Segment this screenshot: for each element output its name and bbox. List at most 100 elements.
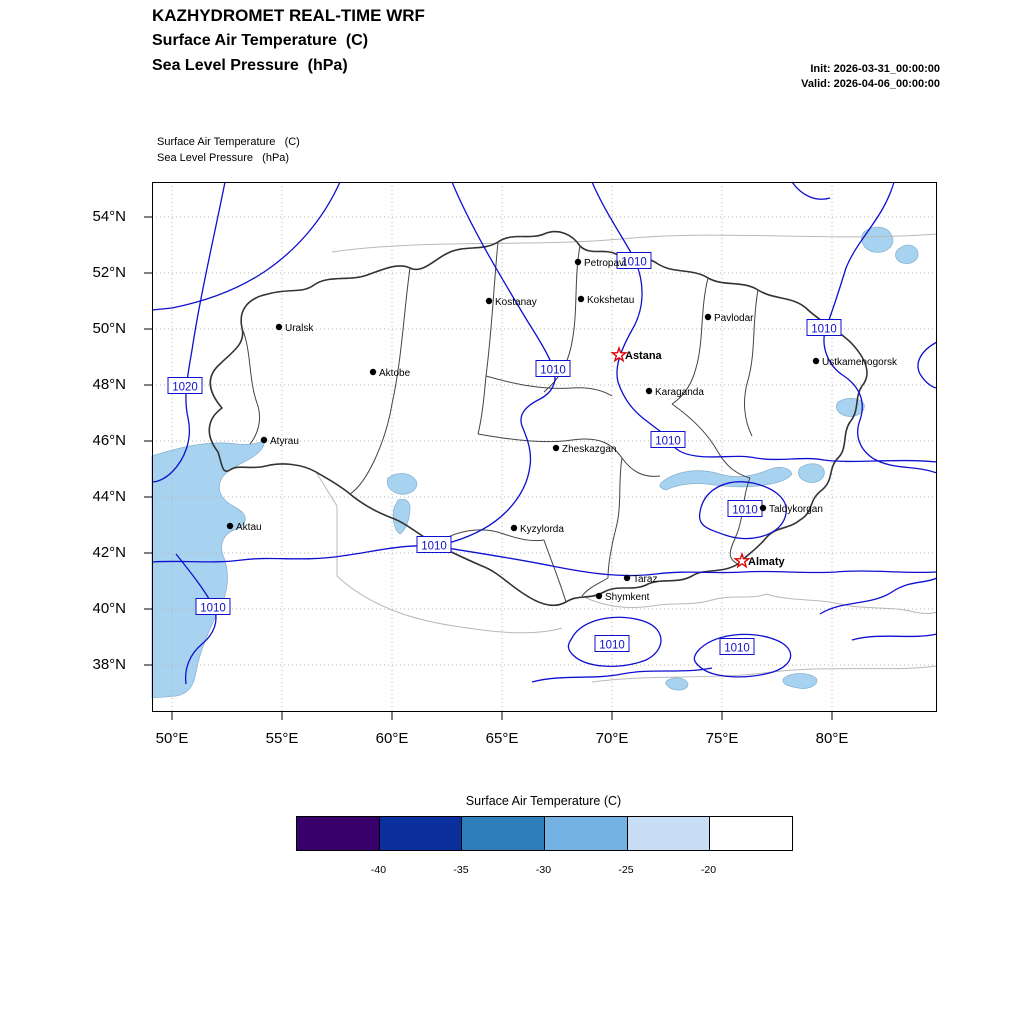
lake-south-small <box>665 677 689 691</box>
isobar-label-box <box>195 598 231 615</box>
init-time: Init: 2026-03-31_00:00:00 <box>810 63 940 75</box>
title-variable: Surface Air Temperature (C) <box>152 32 369 49</box>
region-border <box>543 539 567 603</box>
colorbar-tick-label: -25 <box>618 864 634 876</box>
x-axis-tick-label: 50°E <box>155 730 189 747</box>
isobar-label: 1010 <box>594 635 630 652</box>
isobar-label-box <box>616 252 652 269</box>
isobar-1010-loop <box>567 616 662 667</box>
colorbar-tick-label: -35 <box>453 864 469 876</box>
city-label: Petropavl <box>584 258 626 269</box>
isobar-1010 <box>433 545 938 577</box>
isobar-label-box <box>594 635 630 652</box>
isobar-label: 1010 <box>727 500 763 517</box>
lake-northeast-1 <box>861 226 894 253</box>
city-uralsk: Uralsk <box>275 323 314 334</box>
city-astana: Astana <box>610 345 663 363</box>
city-dot-icon <box>260 436 268 444</box>
lake-balkhash <box>659 467 793 491</box>
colorbar-segment <box>462 817 546 850</box>
kazakhstan-border <box>208 230 868 607</box>
region-border <box>581 577 609 597</box>
isobar-1010 <box>591 181 938 463</box>
isobar-label-text: 1010 <box>811 324 837 336</box>
region-border <box>477 433 661 477</box>
isobar <box>851 633 938 641</box>
city-dot-icon <box>812 357 820 365</box>
region-border <box>543 245 581 393</box>
isobar-label-text: 1010 <box>724 643 750 655</box>
colorbar <box>296 816 793 851</box>
x-axis-tick-label: 55°E <box>265 730 299 747</box>
isobar-label-text: 1010 <box>540 365 566 377</box>
city-petropavl: Petropavl <box>574 258 626 269</box>
city-label: Aktobe <box>379 368 411 379</box>
region-border <box>477 241 499 435</box>
city-dot-icon <box>552 444 560 452</box>
city-dot-icon <box>574 258 582 266</box>
region-borders <box>241 241 759 603</box>
region-border <box>671 277 709 405</box>
x-axis-tick-label: 65°E <box>485 730 519 747</box>
colorbar-segment <box>545 817 628 850</box>
isobar <box>791 181 831 200</box>
plot-frame <box>152 182 937 712</box>
city-label: Taldykorgan <box>769 504 823 515</box>
border-russia-gray <box>331 233 938 253</box>
caspian-sea <box>151 439 265 699</box>
colorbar-segment <box>710 817 793 850</box>
isobar-labels: 1010 1010 1010 1010 1010 1010 1010 1010 1010 1020 <box>167 252 842 655</box>
isobar-label-box <box>806 319 842 336</box>
city-dot-icon <box>275 323 283 331</box>
city-dot-icon <box>577 295 585 303</box>
city-shymkent: Shymkent <box>595 592 650 603</box>
city-label: Atyrau <box>270 436 299 447</box>
colorbar-segment <box>627 817 711 850</box>
region-border <box>435 529 545 545</box>
city-label: Astana <box>625 350 663 362</box>
city-dot-icon <box>226 522 234 530</box>
map-canvas: 1010 1010 1010 1010 1010 1010 1010 1010 1010 1020… <box>144 181 938 720</box>
colorbar-segment <box>379 817 463 850</box>
map-subtitle-temperature: Surface Air Temperature (C) <box>157 136 300 148</box>
isobar-label: 1010 <box>535 360 571 377</box>
city-taraz: Taraz <box>623 574 657 585</box>
y-axis-tick-label: 50°N <box>92 320 126 337</box>
y-axis-tick-label: 42°N <box>92 544 126 561</box>
isobar-1010-loop <box>698 481 787 540</box>
city-label: Ustkamenogorsk <box>822 357 898 368</box>
city-label: Pavlodar <box>714 313 754 324</box>
colorbar-tick-label: -30 <box>535 864 552 876</box>
region-border <box>485 375 613 397</box>
isobar-label-text: 1010 <box>200 603 226 615</box>
city-dot-icon <box>485 297 493 305</box>
city-label: Kyzylorda <box>520 524 564 535</box>
isobar-label: 1020 <box>167 377 203 394</box>
isobar-label-text: 1010 <box>599 640 625 652</box>
lake-alakol <box>798 463 825 483</box>
isobar-label-text: 1010 <box>655 436 681 448</box>
city-aktau: Aktau <box>226 522 262 533</box>
kazakhstan-outline <box>208 230 868 607</box>
isobar-1020 <box>151 181 226 483</box>
city-kostanay: Kostanay <box>485 297 537 308</box>
city-pavlodar: Pavlodar <box>704 313 754 324</box>
region-border <box>744 289 759 437</box>
city-label: Shymkent <box>605 592 650 603</box>
city-taldykorgan: Taldykorgan <box>759 504 823 515</box>
city-almaty: Almaty <box>733 551 786 569</box>
border-uzbekistan-gray <box>336 506 563 634</box>
valid-time: Valid: 2026-04-06_00:00:00 <box>801 78 940 90</box>
city-kyzylorda: Kyzylorda <box>510 524 564 535</box>
isobar-label-box <box>650 431 686 448</box>
isobar-label: 1010 <box>719 638 755 655</box>
isobar <box>819 577 938 615</box>
isobar-label: 1010 <box>806 319 842 336</box>
city-label: Kokshetau <box>587 295 634 306</box>
isobar-label: 1010 <box>195 598 231 615</box>
y-axis-tick-label: 52°N <box>92 264 126 281</box>
border-kyrgyzstan-gray <box>581 593 767 609</box>
city-kokshetau: Kokshetau <box>577 295 634 306</box>
isobar <box>531 667 713 683</box>
y-axis-tick-label: 44°N <box>92 488 126 505</box>
